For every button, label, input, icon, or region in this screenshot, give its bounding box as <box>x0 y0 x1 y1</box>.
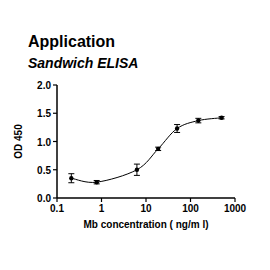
point <box>219 116 223 120</box>
y-axis-label: OD 450 <box>13 124 24 159</box>
x-tick <box>190 198 191 202</box>
point <box>156 147 160 151</box>
title: Application <box>28 33 115 50</box>
x-tick <box>56 198 57 202</box>
chart: ApplicationSandwich ELISA0.00.51.01.52.0… <box>0 0 270 270</box>
curve <box>71 118 221 183</box>
error-bar <box>134 164 140 175</box>
error-bar <box>94 180 100 183</box>
point <box>94 180 98 184</box>
point <box>196 118 200 122</box>
error-bar <box>174 125 180 133</box>
subtitle: Sandwich ELISA <box>28 55 138 71</box>
x-tick-label: 0.1 <box>50 203 64 214</box>
y-tick-label: 1.5 <box>37 108 51 119</box>
y-tick-label: 1.0 <box>37 137 51 148</box>
plot-area <box>68 116 224 185</box>
x-tick <box>234 198 235 202</box>
x-tick <box>101 198 102 202</box>
y-tick <box>53 84 57 85</box>
x-tick <box>145 198 146 202</box>
point <box>69 176 73 180</box>
y-tick <box>53 113 57 114</box>
y-tick <box>53 169 57 170</box>
x-tick-label: 1000 <box>224 203 247 214</box>
x-tick-label: 1 <box>99 203 105 214</box>
x-tick-label: 100 <box>182 203 199 214</box>
x-axis-label: Mb concentration ( ng/m l) <box>84 219 209 230</box>
y-tick <box>53 141 57 142</box>
point <box>135 168 139 172</box>
y-tick-label: 2.0 <box>37 80 51 91</box>
error-bar <box>155 147 161 150</box>
point <box>175 126 179 130</box>
error-bar <box>68 174 74 183</box>
y-tick-label: 0.5 <box>37 165 51 176</box>
x-tick-label: 10 <box>140 203 152 214</box>
error-bar <box>195 118 201 123</box>
